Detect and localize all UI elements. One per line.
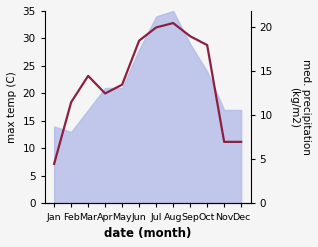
- Y-axis label: med. precipitation
(kg/m2): med. precipitation (kg/m2): [289, 59, 311, 155]
- Y-axis label: max temp (C): max temp (C): [7, 71, 17, 143]
- X-axis label: date (month): date (month): [104, 227, 191, 240]
